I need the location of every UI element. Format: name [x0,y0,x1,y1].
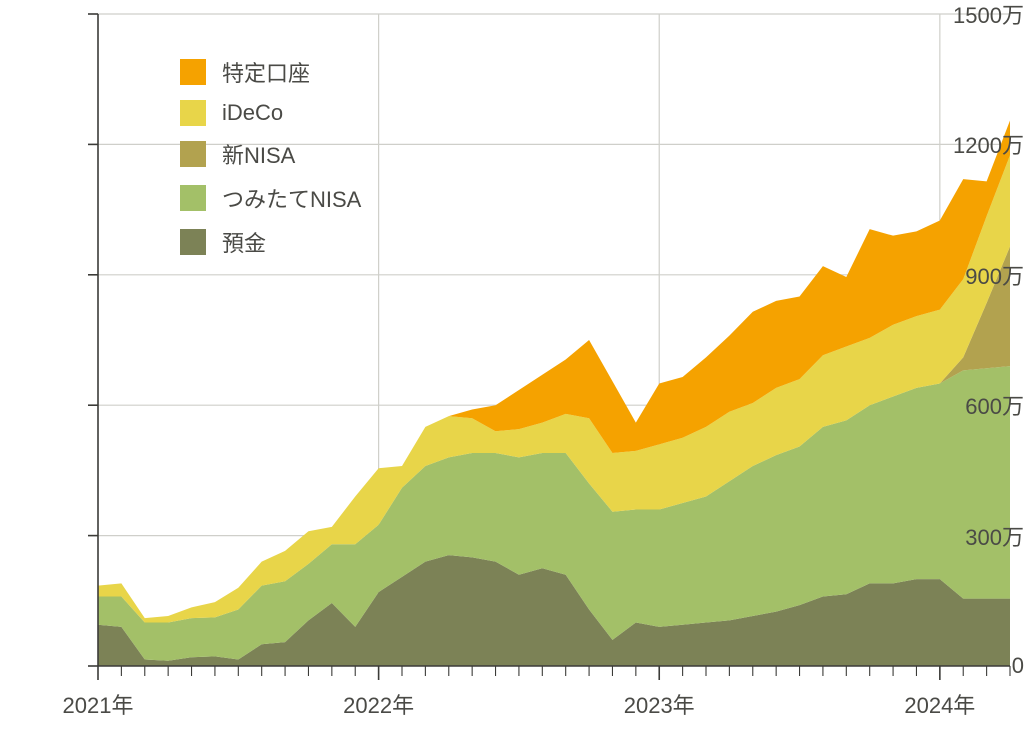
legend: 特定口座 iDeCo 新NISA つみたてNISA 預金 [180,50,361,270]
legend-swatch [180,185,206,211]
x-tick-label: 2022年 [343,688,414,720]
legend-label: 預金 [222,226,266,258]
y-tick-label: 0 [944,653,1024,679]
x-tick-label: 2023年 [624,688,695,720]
legend-swatch [180,229,206,255]
x-tick-label: 2021年 [63,688,134,720]
legend-swatch [180,141,206,167]
y-tick-label: 900万 [944,259,1024,291]
legend-item-tokutei: 特定口座 [180,56,361,88]
y-tick-label: 600万 [944,389,1024,421]
legend-swatch [180,100,206,126]
legend-label: 新NISA [222,138,295,170]
asset-stacked-area-chart: 0 300万 600万 900万 1200万 1500万 2021年 2022年 2023年 2… [0,0,1024,730]
legend-item-ideco: iDeCo [180,100,361,126]
y-tick-label: 1500万 [944,0,1024,30]
legend-label: iDeCo [222,100,283,126]
chart-svg [0,0,1024,730]
y-tick-label: 1200万 [944,128,1024,160]
legend-swatch [180,59,206,85]
y-tick-label: 300万 [944,520,1024,552]
legend-item-shin_nisa: 新NISA [180,138,361,170]
legend-item-tsumitate: つみたてNISA [180,182,361,214]
x-tick-label: 2024年 [904,688,975,720]
legend-label: 特定口座 [222,56,310,88]
legend-label: つみたてNISA [222,182,361,214]
legend-item-yokin: 預金 [180,226,361,258]
